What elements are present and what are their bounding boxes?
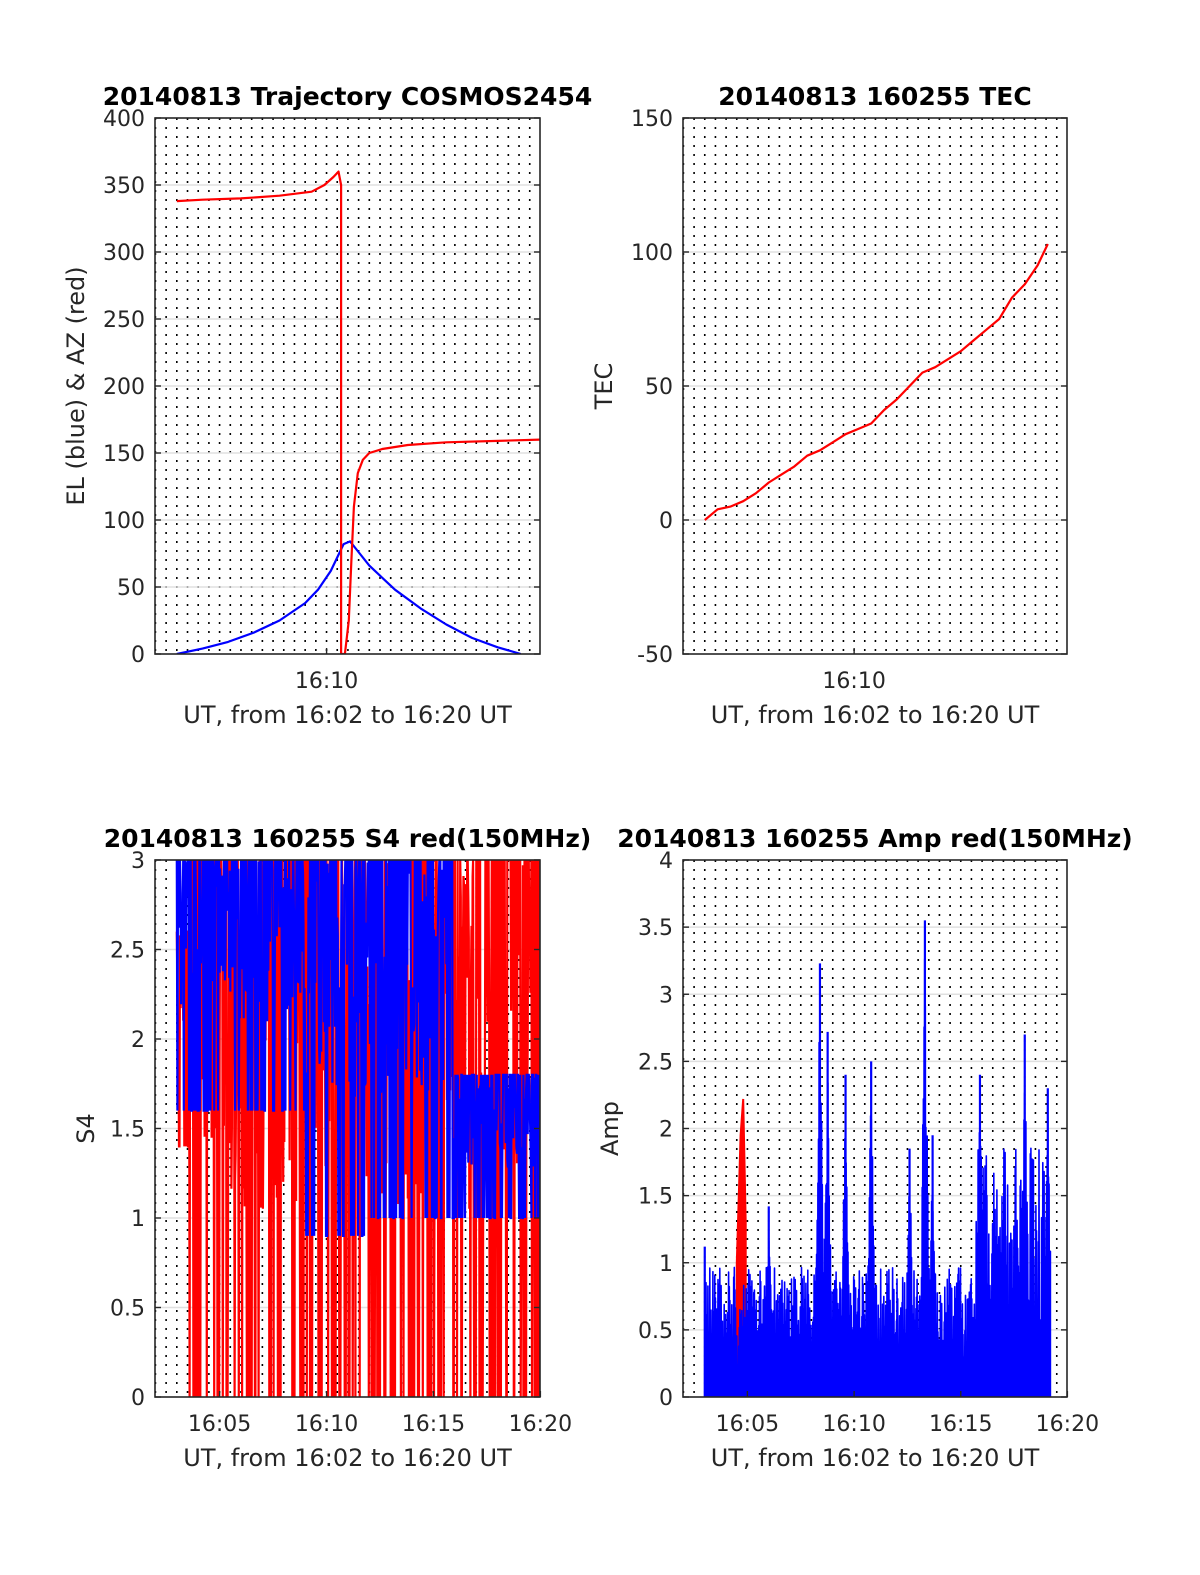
y-axis-label: EL (blue) & AZ (red) [62, 266, 90, 505]
y-axis-label: S4 [72, 1113, 100, 1144]
y-tick-label: 3.5 [638, 916, 673, 941]
y-tick-label: -50 [637, 643, 673, 668]
y-tick-label: 0.5 [110, 1297, 145, 1322]
y-tick-label: 0 [131, 643, 145, 668]
y-tick-label: 2.5 [110, 939, 145, 964]
y-tick-label: 100 [103, 509, 145, 534]
chart-title: 20140813 160255 TEC [718, 82, 1031, 111]
x-axis-label: UT, from 16:02 to 16:20 UT [711, 701, 1040, 729]
series-line-1 [176, 170, 540, 654]
x-tick-label: 16:05 [188, 1412, 251, 1437]
x-tick-label: 16:05 [716, 1412, 779, 1437]
s4-chart: 0 0.5 1 1.5 2 2.5 3 16:05 16:10 16:15 16:20 2014081… [72, 824, 591, 1472]
y-tick-label: 3 [131, 849, 145, 874]
series-group [703, 920, 1052, 1397]
x-tick-label: 16:10 [295, 669, 358, 694]
y-tick-label: 1 [659, 1252, 673, 1277]
y-axis-label: TEC [590, 363, 618, 411]
y-tick-label: 0 [131, 1386, 145, 1411]
series-line-1 [704, 958, 1052, 1397]
y-tick-label: 2.5 [638, 1050, 673, 1075]
y-tick-label: 4 [659, 849, 673, 874]
series-group [704, 243, 1049, 521]
y-tick-label: 250 [103, 308, 145, 333]
y-tick-label: 300 [103, 241, 145, 266]
x-axis-label: UT, from 16:02 to 16:20 UT [183, 701, 512, 729]
trajectory-chart: 0 50 100 150 200 250 300 350 400 16:10 20140813 Tr… [62, 82, 592, 729]
y-tick-label: 400 [103, 107, 145, 132]
series-line-0 [176, 540, 522, 654]
tec-chart: -50 0 50 100 150 16:10 20140813 160255 TEC UT, … [590, 82, 1068, 729]
y-tick-label: 50 [645, 375, 673, 400]
y-tick-label: 0.5 [638, 1319, 673, 1344]
y-tick-label: 150 [103, 442, 145, 467]
series-group [175, 860, 540, 1397]
y-tick-label: 1 [131, 1207, 145, 1232]
x-tick-label: 16:15 [402, 1412, 465, 1437]
y-tick-label: 200 [103, 375, 145, 400]
x-axis-label: UT, from 16:02 to 16:20 UT [183, 1444, 512, 1472]
x-axis-label: UT, from 16:02 to 16:20 UT [711, 1444, 1040, 1472]
chart-title: 20140813 Trajectory COSMOS2454 [103, 82, 593, 111]
y-tick-label: 0 [659, 1386, 673, 1411]
y-tick-label: 150 [631, 107, 673, 132]
series-line-0 [704, 243, 1049, 521]
y-tick-label: 50 [117, 576, 145, 601]
x-tick-label: 16:10 [295, 1412, 358, 1437]
y-tick-label: 3 [659, 983, 673, 1008]
x-tick-label: 16:15 [929, 1412, 992, 1437]
y-tick-label: 1.5 [110, 1118, 145, 1143]
x-tick-label: 16:10 [822, 669, 885, 694]
x-tick-label: 16:20 [1036, 1412, 1099, 1437]
series-line-1 [175, 860, 540, 1237]
series-group [176, 170, 540, 654]
y-tick-label: 0 [659, 509, 673, 534]
amp-chart: 0 0.5 1 1.5 2 2.5 3 3.5 4 16:05 16:10 16:15 16:20 201… [596, 824, 1133, 1472]
y-tick-label: 350 [103, 174, 145, 199]
y-tick-label: 1.5 [638, 1185, 673, 1210]
y-tick-label: 100 [631, 241, 673, 266]
y-tick-label: 2 [131, 1028, 145, 1053]
y-tick-label: 2 [659, 1118, 673, 1143]
chart-title: 20140813 160255 S4 red(150MHz) [104, 824, 592, 853]
chart-title: 20140813 160255 Amp red(150MHz) [617, 824, 1133, 853]
x-tick-label: 16:20 [509, 1412, 572, 1437]
y-axis-label: Amp [596, 1101, 624, 1156]
x-tick-label: 16:10 [822, 1412, 885, 1437]
